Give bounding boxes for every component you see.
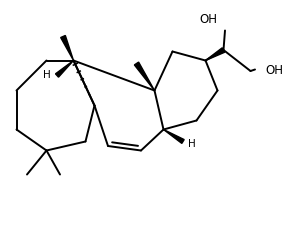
Text: OH: OH xyxy=(200,12,217,25)
Text: H: H xyxy=(188,138,196,148)
Text: H: H xyxy=(43,70,50,80)
Polygon shape xyxy=(61,36,74,61)
Text: OH: OH xyxy=(266,64,284,77)
Polygon shape xyxy=(206,49,225,61)
Polygon shape xyxy=(56,61,74,78)
Polygon shape xyxy=(164,130,184,144)
Polygon shape xyxy=(134,63,154,91)
